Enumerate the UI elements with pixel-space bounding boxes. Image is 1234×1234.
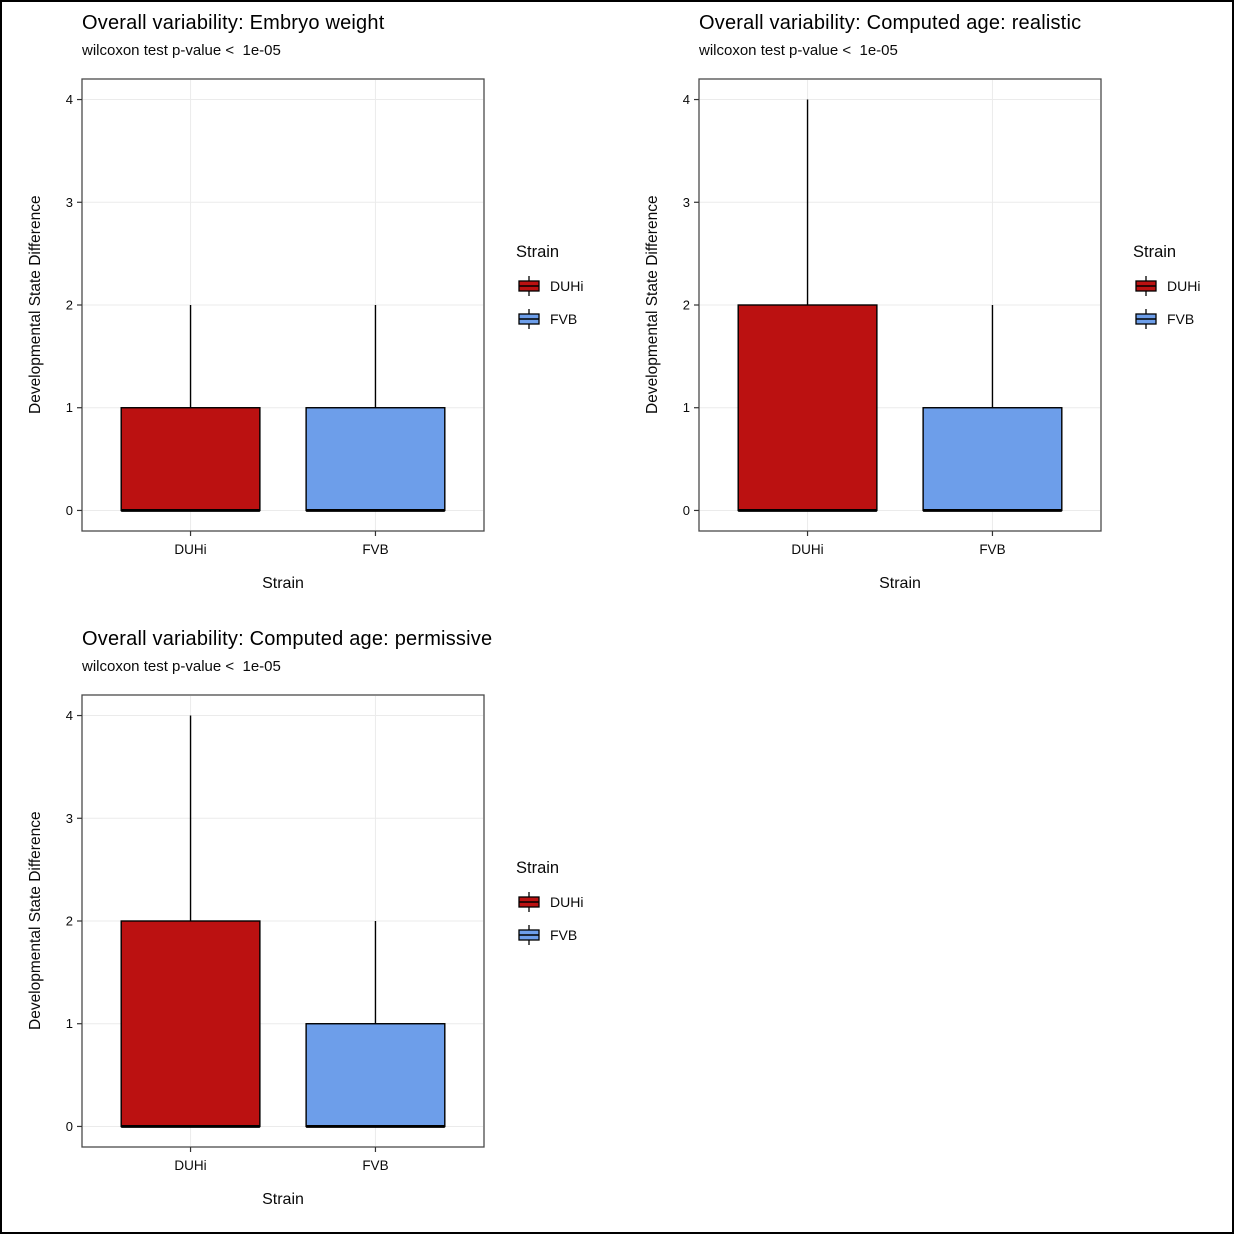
x-axis-label: Strain — [262, 575, 304, 592]
y-tick-label: 4 — [66, 92, 73, 107]
x-tick-label: DUHi — [174, 1158, 206, 1173]
y-tick-label: 0 — [683, 503, 690, 518]
y-tick-label: 4 — [683, 92, 690, 107]
chart-subtitle: wilcoxon test p-value < 1e-05 — [82, 42, 281, 59]
y-tick-label: 2 — [66, 914, 73, 929]
legend-label: FVB — [1167, 311, 1195, 327]
box-fvb — [305, 1023, 446, 1128]
legend-label: DUHi — [550, 278, 584, 294]
chart-cell-embryo-weight: Overall variability: Embryo weight wilco… — [2, 2, 619, 618]
legend: Strain DUHi FVB — [516, 859, 616, 956]
chart-computed-age-realistic: Overall variability: Computed age: reali… — [643, 12, 1232, 593]
chart-computed-age-permissive: Overall variability: Computed age: permi… — [26, 628, 619, 1209]
plot-area: 0 1 2 3 4 DUHi FVB — [66, 694, 485, 1173]
legend-item-duhi: DUHi — [516, 274, 616, 298]
legend-title: Strain — [1133, 243, 1177, 261]
y-tick-label: 4 — [66, 708, 73, 723]
box-duhi — [737, 304, 878, 512]
legend-item-duhi: DUHi — [1133, 274, 1232, 298]
legend: Strain DUHi FVB — [1133, 243, 1232, 340]
y-axis-label: Developmental State Difference — [644, 195, 661, 415]
legend-label: FVB — [550, 927, 578, 943]
y-tick-label: 3 — [66, 195, 73, 210]
boxplot-key-icon — [1135, 309, 1157, 329]
chart-subtitle: wilcoxon test p-value < 1e-05 — [82, 658, 281, 675]
legend-title: Strain — [516, 243, 560, 261]
x-tick-label: FVB — [362, 1158, 388, 1173]
boxplot-key-icon — [518, 309, 540, 329]
y-tick-label: 1 — [683, 400, 690, 415]
legend-title: Strain — [516, 859, 560, 877]
y-tick-label: 2 — [683, 298, 690, 313]
y-tick-label: 3 — [683, 195, 690, 210]
y-tick-label: 3 — [66, 811, 73, 826]
x-axis-label: Strain — [262, 1191, 304, 1208]
x-tick-label: FVB — [979, 542, 1005, 557]
legend-item-duhi: DUHi — [516, 890, 616, 914]
legend-item-fvb: FVB — [516, 923, 616, 947]
box-fvb — [305, 407, 446, 512]
chart-title: Overall variability: Computed age: permi… — [82, 628, 493, 650]
y-tick-label: 0 — [66, 1119, 73, 1134]
legend-label: DUHi — [1167, 278, 1201, 294]
boxplot-key-icon — [518, 276, 540, 296]
chart-subtitle: wilcoxon test p-value < 1e-05 — [699, 42, 898, 59]
legend-label: DUHi — [550, 894, 584, 910]
x-tick-label: DUHi — [791, 542, 823, 557]
plot-area: 0 1 2 3 4 DUHi FVB — [683, 78, 1102, 557]
legend-item-fvb: FVB — [516, 307, 616, 331]
plot-area: 0 1 2 3 4 DUHi FVB — [66, 78, 485, 557]
legend-item-fvb: FVB — [1133, 307, 1232, 331]
box-fvb — [922, 407, 1063, 512]
legend-label: FVB — [550, 311, 578, 327]
y-tick-label: 2 — [66, 298, 73, 313]
boxplot-key-icon — [518, 925, 540, 945]
box-duhi — [120, 407, 261, 512]
y-tick-label: 1 — [66, 400, 73, 415]
x-tick-label: DUHi — [174, 542, 206, 557]
y-tick-label: 0 — [66, 503, 73, 518]
chart-cell-computed-age-realistic: Overall variability: Computed age: reali… — [619, 2, 1232, 618]
chart-cell-computed-age-permissive: Overall variability: Computed age: permi… — [2, 618, 619, 1232]
boxplot-key-icon — [1135, 276, 1157, 296]
legend: Strain DUHi FVB — [516, 243, 616, 340]
boxplot-key-icon — [518, 892, 540, 912]
empty-cell — [619, 618, 1232, 1232]
y-axis-label: Developmental State Difference — [27, 195, 44, 415]
chart-title: Overall variability: Embryo weight — [82, 12, 385, 34]
y-axis-label: Developmental State Difference — [27, 811, 44, 1031]
chart-title: Overall variability: Computed age: reali… — [699, 12, 1082, 34]
chart-embryo-weight: Overall variability: Embryo weight wilco… — [26, 12, 619, 593]
box-duhi — [120, 920, 261, 1128]
x-axis-label: Strain — [879, 575, 921, 592]
x-tick-label: FVB — [362, 542, 388, 557]
y-tick-label: 1 — [66, 1016, 73, 1031]
